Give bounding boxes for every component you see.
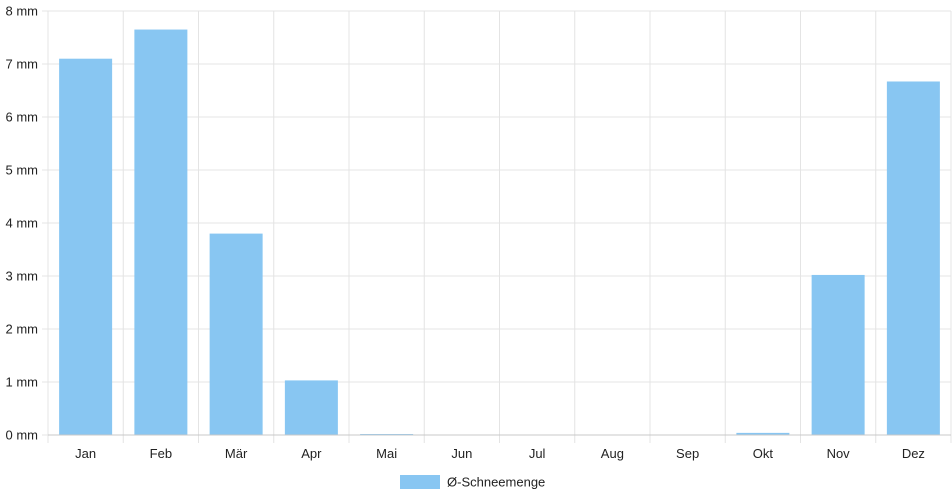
x-tick-label: Aug	[601, 446, 624, 461]
x-tick-label: Nov	[827, 446, 851, 461]
x-tick-label: Dez	[902, 446, 925, 461]
y-tick-label: 7 mm	[6, 57, 39, 72]
bar-nov[interactable]	[811, 274, 865, 435]
y-tick-label: 1 mm	[6, 375, 39, 390]
grid-lines	[42, 10, 952, 443]
bar-jan[interactable]	[59, 58, 113, 435]
legend[interactable]: Ø-Schneemenge	[400, 475, 545, 490]
x-tick-label: Apr	[301, 446, 322, 461]
y-tick-label: 3 mm	[6, 269, 39, 284]
x-tick-label: Jul	[529, 446, 546, 461]
bar-feb[interactable]	[134, 29, 188, 436]
y-tick-label: 2 mm	[6, 322, 39, 337]
axes: 0 mm 1 mm 2 mm 3 mm 4 mm 5 mm 6 mm 7 mm 8 mm Jan F…	[6, 4, 951, 461]
y-tick-label: 8 mm	[6, 4, 39, 19]
bar-okt[interactable]	[736, 432, 790, 435]
legend-label: Ø-Schneemenge	[447, 475, 545, 490]
bar-apr[interactable]	[284, 380, 338, 435]
bar-mär[interactable]	[209, 233, 263, 435]
legend-swatch	[400, 475, 440, 489]
y-tick-label: 4 mm	[6, 216, 39, 231]
y-tick-label: 0 mm	[6, 428, 39, 443]
y-tick-label: 6 mm	[6, 110, 39, 125]
y-tick-label: 5 mm	[6, 163, 39, 178]
bar-dez[interactable]	[886, 81, 940, 436]
x-tick-label: Jan	[75, 446, 96, 461]
x-tick-label: Mai	[376, 446, 397, 461]
x-tick-label: Okt	[753, 446, 774, 461]
x-tick-label: Mär	[225, 446, 248, 461]
x-tick-label: Jun	[451, 446, 472, 461]
bar-series	[59, 29, 940, 436]
x-tick-label: Feb	[150, 446, 172, 461]
x-tick-label: Sep	[676, 446, 699, 461]
